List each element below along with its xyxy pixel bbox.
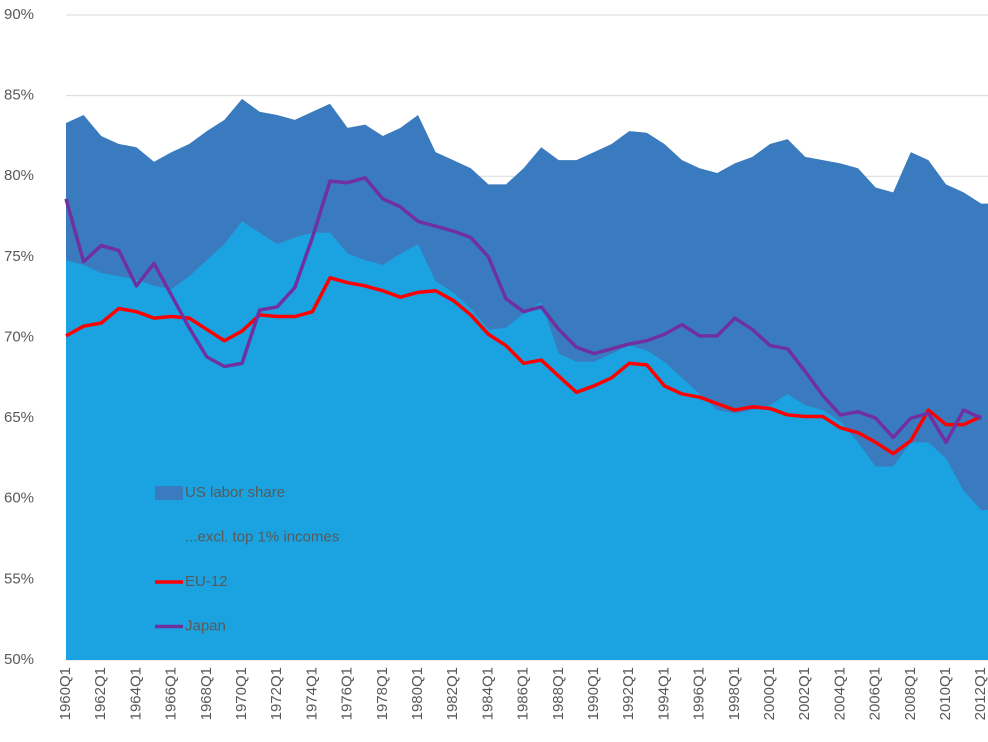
line: [65, 276, 982, 456]
x-tick-label: 2004Q1: [831, 667, 848, 720]
x-tick-label: 1996Q1: [691, 667, 708, 720]
y-tick-label: 80%: [4, 167, 34, 184]
legend-swatch: [155, 530, 183, 545]
x-tick-label: 1964Q1: [127, 667, 144, 720]
legend-label: Japan: [185, 617, 226, 634]
legend-label: ...excl. top 1% incomes: [185, 528, 339, 545]
x-tick-label: 1962Q1: [92, 667, 109, 720]
legend-swatch: [155, 486, 183, 500]
legend-label: EU-12: [185, 573, 228, 590]
y-tick-label: 75%: [4, 248, 34, 265]
x-tick-label: 1988Q1: [550, 667, 567, 720]
x-tick-label: 1974Q1: [303, 667, 320, 720]
x-tick-label: 1992Q1: [620, 667, 637, 720]
x-tick-label: 1976Q1: [339, 667, 356, 720]
x-tick-label: 1960Q1: [57, 667, 74, 720]
x-tick-label: 1966Q1: [163, 667, 180, 720]
x-tick-label: 1986Q1: [515, 667, 532, 720]
y-tick-label: 55%: [4, 570, 34, 587]
x-tick-label: 1984Q1: [479, 667, 496, 720]
legend-label: US labor share: [185, 484, 285, 501]
x-tick-label: 1968Q1: [198, 667, 215, 720]
y-tick-label: 60%: [4, 490, 34, 507]
x-tick-label: 1994Q1: [655, 667, 672, 720]
x-tick-label: 2010Q1: [937, 667, 954, 720]
y-tick-label: 85%: [4, 87, 34, 104]
area: [66, 221, 988, 660]
x-tick-label: 1990Q1: [585, 667, 602, 720]
y-tick-label: 50%: [4, 651, 34, 668]
x-tick-label: 1972Q1: [268, 667, 285, 720]
x-tick-label: 2008Q1: [902, 667, 919, 720]
x-tick-label: 1998Q1: [726, 667, 743, 720]
x-tick-label: 1982Q1: [444, 667, 461, 720]
x-tick-label: 1978Q1: [374, 667, 391, 720]
y-tick-label: 90%: [4, 6, 34, 23]
line: [64, 176, 982, 445]
x-tick-label: 2000Q1: [761, 667, 778, 720]
y-tick-label: 65%: [4, 409, 34, 426]
y-tick-label: 70%: [4, 328, 34, 345]
x-tick-label: 1980Q1: [409, 667, 426, 720]
x-tick-label: 2006Q1: [867, 667, 884, 720]
x-tick-label: 2002Q1: [796, 667, 813, 720]
x-tick-label: 2012Q1: [972, 667, 988, 720]
x-tick-label: 1970Q1: [233, 667, 250, 720]
